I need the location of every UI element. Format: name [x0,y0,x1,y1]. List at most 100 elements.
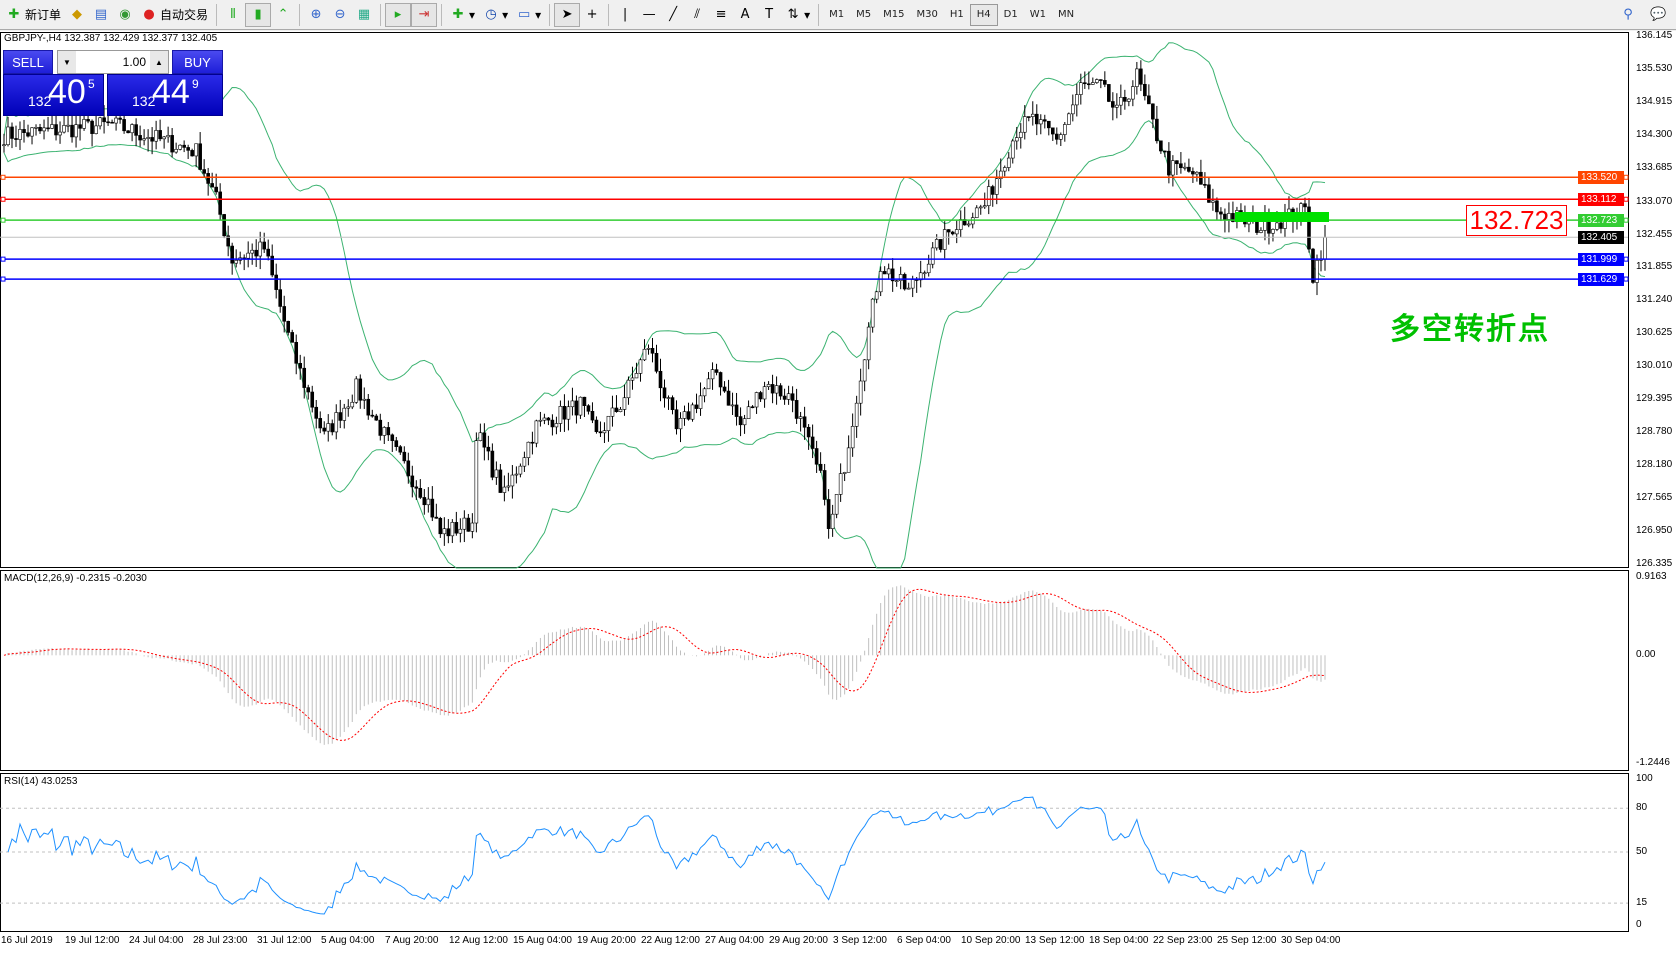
crosshair-button[interactable]: + [580,3,604,27]
auto-scroll-button[interactable]: ▸ [385,2,412,27]
channel-button[interactable]: ⫽ [685,3,709,27]
buy-price[interactable]: 132 44 9 [107,73,223,116]
candle [226,235,230,247]
candle [674,409,679,430]
timeframe-mn[interactable]: MN [1057,9,1075,20]
candle [974,207,979,218]
candle [298,363,303,369]
cursor-button[interactable]: ➤ [554,2,581,27]
zoom-out-button[interactable]: ⊖ [328,3,352,27]
candle [954,229,959,235]
periods-button[interactable]: ◷ ▾ [479,3,512,27]
candle [58,131,62,136]
time-axis-label: 28 Jul 23:00 [193,935,248,946]
fibonacci-button[interactable]: ≡ [709,3,733,27]
chart-window[interactable] [0,31,1676,955]
lot-size-input[interactable]: 1.00 [122,55,146,69]
timeframe-w1[interactable]: W1 [1029,9,1046,20]
lot-size-stepper[interactable]: ▼ 1.00 ▲ [57,50,169,74]
indicators-button[interactable]: ✚ ▾ [446,3,479,27]
sell-button[interactable]: SELL [3,50,53,74]
candle [1099,79,1103,81]
chat-icon[interactable]: 💬 [1650,6,1667,22]
timeframe-m5[interactable]: M5 [856,9,872,20]
price-axis-label: 128.180 [1636,458,1673,470]
candle [2,144,6,147]
candle [26,132,30,137]
candle [574,400,579,416]
time-axis-label: 10 Sep 20:00 [961,935,1021,946]
line-chart-button[interactable]: ⌃ [271,3,295,27]
candle [342,407,347,421]
candle [214,186,218,193]
candle [626,379,631,399]
data-window-button[interactable]: ▤ [89,3,113,27]
candle [1054,133,1059,140]
crosshair-icon: + [586,6,598,22]
candle [930,247,935,265]
search-icon[interactable]: ⚲ [1623,6,1633,22]
separator [549,3,551,26]
sell-price-pip: 5 [88,77,95,91]
bar-chart-button[interactable]: ⫴ [221,3,245,27]
timeframe-d1[interactable]: D1 [1003,9,1018,20]
candle [1026,116,1031,118]
candle [910,279,915,289]
candle [646,348,651,350]
arrows-button[interactable]: ⇅ ▾ [781,3,814,27]
arrows-icon: ⇅ [787,6,799,22]
candle [918,272,923,281]
candle [814,448,819,465]
candle [602,430,607,434]
horizontal-line-button[interactable]: — [637,3,661,27]
price-label-annotation[interactable]: 132.723 [1466,205,1567,236]
auto-trading-button[interactable]: ● 自动交易 [137,3,212,27]
candle [138,135,142,141]
market-watch-button[interactable]: ◆ [65,3,89,27]
candle [246,252,250,259]
templates-button[interactable]: ▭ ▾ [517,6,542,22]
timeframe-m15[interactable]: M15 [883,9,905,20]
candle [1018,131,1023,138]
timeframe-m1[interactable]: M1 [829,9,845,20]
buy-button[interactable]: BUY [172,50,223,74]
chart-shift-button[interactable]: ⇥ [411,2,438,27]
candle [1131,86,1135,100]
indicators-icon: ✚ [452,6,464,22]
candlestick-button[interactable]: ▮ [245,2,272,27]
candle [482,432,487,448]
macd-signal-line [3,588,1326,741]
bollinger-upper-band [3,42,1326,443]
candle [50,124,54,129]
text-button[interactable]: A [733,3,757,27]
zoom-in-button[interactable]: ⊕ [304,3,328,27]
timeframe-h1[interactable]: H1 [949,9,964,20]
new-order-button[interactable]: ✚ 新订单 [2,3,65,27]
candle [1179,163,1183,169]
candle [14,138,18,140]
trendline-button[interactable]: ╱ [661,3,685,27]
time-axis-label: 5 Aug 04:00 [321,935,375,946]
candle [338,412,343,421]
timeframe-h4[interactable]: H4 [969,3,998,26]
label-button[interactable]: T [757,3,781,27]
lot-increase-button[interactable]: ▲ [150,51,168,73]
candle [886,268,891,275]
signals-button[interactable]: ◉ [113,3,137,27]
time-axis-label: 15 Aug 04:00 [513,935,572,946]
candle [334,412,339,433]
pivot-point-annotation[interactable]: 多空转折点 [1390,312,1550,347]
vertical-line-button[interactable]: | [613,3,637,27]
time-axis-label: 16 Jul 2019 [1,935,53,946]
candle [294,342,299,364]
candle [1275,222,1279,230]
level-handle [1623,196,1629,202]
lot-decrease-button[interactable]: ▼ [58,51,76,73]
chart-canvas[interactable] [0,31,1676,955]
candle [834,494,839,515]
candle [746,406,751,419]
candle [842,472,847,474]
tile-windows-button[interactable]: ▦ [352,3,376,27]
timeframe-m30[interactable]: M30 [916,9,938,20]
sell-price[interactable]: 132 40 5 [3,73,104,116]
